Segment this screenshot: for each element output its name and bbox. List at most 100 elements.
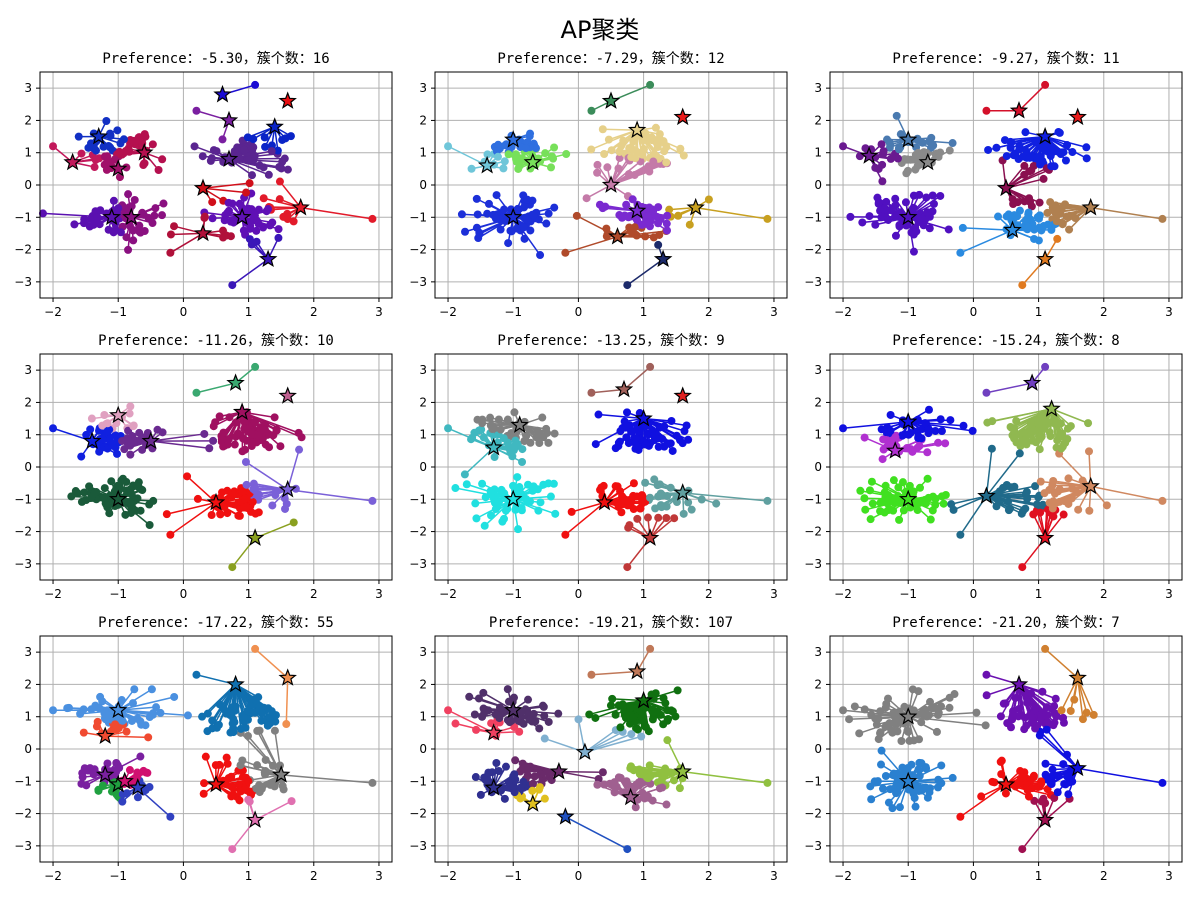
data-point	[879, 147, 888, 156]
data-point	[122, 233, 131, 242]
link-line	[590, 129, 638, 151]
data-point	[525, 715, 534, 724]
data-point	[493, 152, 502, 161]
subplot-8: Preference：-19.21，簇个数：107−2 −1 0 1 2 3−3−2−10…	[409, 615, 788, 883]
data-point	[127, 504, 136, 513]
data-point	[80, 764, 89, 773]
link-line	[166, 501, 217, 515]
data-point	[649, 157, 658, 166]
data-point	[461, 227, 470, 236]
data-point	[483, 209, 492, 218]
data-point	[444, 706, 453, 715]
data-point	[158, 155, 167, 164]
data-point	[915, 758, 924, 767]
data-point	[96, 692, 105, 701]
link-line	[558, 770, 603, 774]
data-point	[98, 781, 107, 790]
data-point	[504, 778, 513, 787]
axes-frame	[829, 353, 1183, 581]
data-point	[604, 135, 613, 144]
data-point	[892, 111, 901, 120]
data-point	[259, 163, 268, 172]
exemplar-star	[108, 405, 128, 424]
exemplar-star	[226, 674, 245, 693]
data-point	[124, 435, 133, 444]
link-line	[565, 235, 618, 254]
x-tick-label: 2	[705, 587, 713, 601]
data-point	[901, 198, 910, 207]
data-point	[593, 160, 602, 169]
data-point	[1010, 434, 1019, 443]
data-point	[231, 706, 240, 715]
data-point	[129, 421, 138, 430]
data-point	[103, 152, 112, 161]
data-point	[100, 484, 109, 493]
data-point	[77, 452, 86, 461]
cluster-points	[839, 644, 1167, 854]
data-point	[1029, 510, 1038, 519]
data-point	[668, 446, 677, 455]
y-tick-label: −3	[409, 839, 427, 853]
data-point	[248, 497, 257, 506]
data-point	[521, 144, 530, 153]
data-point	[264, 170, 273, 179]
data-point	[654, 434, 663, 443]
data-point	[1004, 506, 1013, 515]
exemplar-star	[128, 778, 148, 796]
data-point	[687, 505, 696, 514]
data-point	[156, 708, 165, 717]
data-point	[478, 419, 487, 428]
exemplar-star	[278, 386, 297, 404]
data-point	[1051, 694, 1060, 703]
data-point	[229, 728, 238, 737]
data-point	[544, 209, 553, 218]
data-point	[865, 212, 874, 221]
data-point	[910, 793, 919, 802]
data-point	[270, 413, 279, 422]
data-point	[663, 736, 672, 745]
y-tick-label: −3	[804, 839, 822, 853]
data-point	[540, 711, 549, 720]
exemplar-star	[575, 742, 595, 761]
data-point	[63, 704, 72, 713]
link-line	[1044, 648, 1079, 679]
data-point	[500, 794, 509, 803]
x-tick-label: 1	[1035, 869, 1043, 883]
exemplar-star	[193, 223, 213, 242]
data-point	[598, 125, 607, 134]
link-line	[1015, 408, 1052, 422]
data-point	[511, 436, 520, 445]
exemplar-star	[1081, 476, 1100, 495]
data-point	[87, 139, 96, 148]
data-point	[547, 152, 556, 161]
data-point	[223, 759, 232, 768]
data-point	[591, 713, 600, 722]
data-point	[1063, 141, 1072, 150]
data-point	[268, 218, 277, 227]
y-tick-label: 2	[814, 395, 822, 409]
data-point	[526, 226, 535, 235]
data-point	[1035, 211, 1044, 220]
data-point	[145, 521, 154, 530]
data-point	[494, 767, 503, 776]
data-point	[891, 194, 900, 203]
data-point	[1015, 449, 1024, 458]
data-point	[614, 164, 623, 173]
data-point	[924, 493, 933, 502]
data-point	[906, 155, 915, 164]
exemplar-star	[634, 408, 653, 427]
data-point	[637, 713, 646, 722]
x-tick-label: 1	[245, 869, 253, 883]
data-point	[1025, 153, 1034, 162]
data-point	[259, 194, 268, 203]
data-point	[594, 410, 603, 419]
data-point	[90, 163, 99, 172]
subplot-4: Preference：-11.26，簇个数：10−2 −1 0 1 2 3−3−2−101…	[14, 333, 393, 601]
data-point	[1036, 160, 1045, 169]
y-tick-label: 3	[24, 363, 32, 377]
exemplar-star	[102, 207, 121, 226]
data-point	[1023, 786, 1032, 795]
data-point	[145, 783, 154, 792]
exemplar-star	[213, 84, 232, 103]
link-line	[584, 735, 642, 753]
